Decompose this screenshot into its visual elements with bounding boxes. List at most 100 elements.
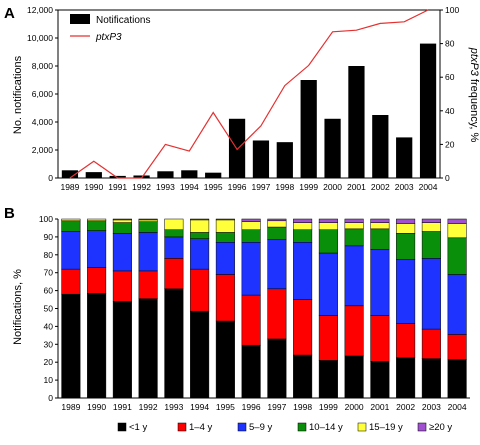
chart-a-bar-1990 (85, 172, 102, 178)
chart-a-ylabel: No. notifications (12, 55, 24, 134)
chart-a-line-ptxp3 (69, 9, 429, 179)
chart-b-seg-lt1-y-1994 (190, 310, 210, 399)
chart-b-seg-10-14-y-2003 (421, 231, 441, 259)
legend-swatch-10-14-y (297, 422, 307, 432)
chart-b-seg-ge20-y-2002 (396, 218, 416, 224)
chart-b-seg-5-9-y-2000 (344, 245, 364, 307)
chart-b-seg-15-19-y-1996 (241, 221, 261, 230)
chart-a-bar-1994 (181, 170, 198, 178)
chart-b-seg-15-19-y-2000 (344, 222, 364, 230)
chart-a-xtick-label: 1990 (84, 182, 103, 192)
chart-b-seg-1-4-y-1990 (87, 267, 107, 294)
chart-b-seg-1-4-y-1995 (215, 274, 235, 322)
chart-a-bar-1995 (205, 172, 222, 178)
chart-b-seg-lt1-y-1993 (164, 288, 184, 399)
chart-b-seg-5-9-y-1993 (164, 236, 184, 259)
chart-b-seg-ge20-y-2003 (421, 218, 441, 223)
chart-b-seg-10-14-y-1992 (138, 221, 158, 233)
chart-b-seg-ge20-y-1992 (138, 218, 158, 221)
chart-b-seg-5-9-y-1997 (267, 239, 287, 290)
chart-b-seg-15-19-y-1991 (112, 219, 132, 223)
chart-b-seg-5-9-y-2003 (421, 258, 441, 330)
chart-a-ytick-label: 8,000 (32, 61, 54, 71)
chart-a-xtick-label: 2000 (323, 182, 342, 192)
chart-a-xtick-label: 1994 (180, 182, 199, 192)
chart-b-seg-ge20-y-1997 (267, 218, 287, 222)
chart-b-seg-lt1-y-1998 (293, 354, 313, 399)
legend-label-15-19-y: 15–19 y (369, 422, 403, 433)
chart-a-xtick-label: 1991 (108, 182, 127, 192)
chart-b-seg-10-14-y-1991 (112, 222, 132, 234)
chart-b-seg-lt1-y-2004 (447, 359, 467, 399)
chart-b-xtick-label: 1998 (293, 402, 312, 412)
chart-b-ytick-label: 30 (44, 339, 54, 349)
legend-swatch-notifications (70, 14, 90, 24)
chart-b-seg-10-14-y-1997 (267, 226, 287, 240)
chart-b-legend: <1 y 1–4 y 5–9 y 10–14 y 15–19 y ≥20 y (117, 422, 452, 433)
legend-swatch-ge20-y (417, 422, 427, 432)
chart-b-seg-1-4-y-2001 (370, 315, 390, 362)
chart-b-seg-15-19-y-1994 (190, 219, 210, 233)
chart-b-seg-lt1-y-1999 (318, 360, 338, 399)
legend-label-5-9-y: 5–9 y (249, 422, 272, 433)
chart-b-seg-ge20-y-1999 (318, 218, 338, 223)
chart-b-seg-10-14-y-1989 (61, 220, 81, 232)
chart-b-seg-ge20-y-1994 (190, 218, 210, 221)
chart-b-seg-1-4-y-1993 (164, 258, 184, 290)
chart-b-seg-10-14-y-2000 (344, 228, 364, 247)
chart-b-seg-ge20-y-1995 (215, 218, 235, 221)
chart-a-xtick-label: 1997 (251, 182, 270, 192)
legend-label-ptxp3: ptxP3 (95, 32, 122, 43)
chart-a-bar-1999 (300, 80, 317, 178)
chart-b-seg-15-19-y-1999 (318, 222, 338, 230)
chart-a-xtick-label: 2003 (395, 182, 414, 192)
chart-b-seg-15-19-y-2002 (396, 223, 416, 234)
chart-b-ytick-label: 20 (44, 357, 54, 367)
chart-a-ytick-label: 2,000 (32, 145, 54, 155)
chart-a: No. notifications ptxP3 frequency, % Not… (12, 5, 480, 192)
chart-a-ytick-label: 10,000 (27, 33, 53, 43)
chart-a-ytick-label: 0 (48, 173, 53, 183)
chart-b-ytick-label: 50 (44, 304, 54, 314)
chart-b-seg-5-9-y-1999 (318, 252, 338, 316)
chart-b-seg-lt1-y-1990 (87, 293, 107, 399)
chart-a-xtick-label: 1999 (299, 182, 318, 192)
chart-a-bar-1997 (252, 140, 270, 178)
chart-b-ytick-label: 100 (39, 214, 53, 224)
chart-b-xtick-label: 2002 (396, 402, 415, 412)
chart-b-ytick-label: 90 (44, 232, 54, 242)
chart-b-seg-10-14-y-1990 (87, 220, 107, 231)
chart-b-seg-1-4-y-2000 (344, 305, 364, 357)
legend-label-lt1-y: <1 y (129, 422, 147, 433)
chart-a-xtick-label: 1996 (228, 182, 247, 192)
chart-b-xtick-label: 1994 (190, 402, 209, 412)
chart-a-ytick-label: 12,000 (27, 5, 53, 15)
chart-b-seg-15-19-y-2001 (370, 222, 390, 230)
chart-b-ytick-label: 0 (48, 393, 53, 403)
chart-b-seg-lt1-y-2000 (344, 355, 364, 399)
chart-b-seg-5-9-y-1989 (61, 231, 81, 270)
chart-b-seg-1-4-y-1996 (241, 294, 261, 346)
chart-b-seg-10-14-y-2002 (396, 233, 416, 260)
chart-a-bar-1992 (133, 175, 150, 178)
chart-a-ylabel-right: ptxP3 frequency, % (468, 47, 480, 143)
chart-b-seg-5-9-y-1995 (215, 242, 235, 275)
chart-b-seg-lt1-y-2001 (370, 361, 390, 399)
legend-swatch-5-9-y (237, 422, 247, 432)
chart-b-seg-10-14-y-1995 (215, 232, 235, 243)
chart-b-seg-15-19-y-1989 (61, 218, 81, 222)
chart-b-seg-1-4-y-2003 (421, 328, 441, 359)
chart-b-xtick-label: 2001 (370, 402, 389, 412)
chart-b-seg-10-14-y-2001 (370, 228, 390, 250)
chart-b-ytick-label: 60 (44, 286, 54, 296)
chart-a-xtick-label: 1992 (132, 182, 151, 192)
chart-b-seg-10-14-y-1998 (293, 229, 313, 243)
chart-b-seg-1-4-y-1989 (61, 268, 81, 295)
chart-a-bar-1998 (276, 142, 293, 178)
chart-a-bar-1991 (109, 175, 126, 178)
chart-a-xtick-label: 2002 (371, 182, 390, 192)
chart-b-seg-lt1-y-2002 (396, 357, 416, 399)
chart-a-bar-2004 (419, 43, 437, 178)
chart-b: Notifications, % 0 10 20 30 40 50 60 70 80 90 100 1… (12, 214, 470, 412)
